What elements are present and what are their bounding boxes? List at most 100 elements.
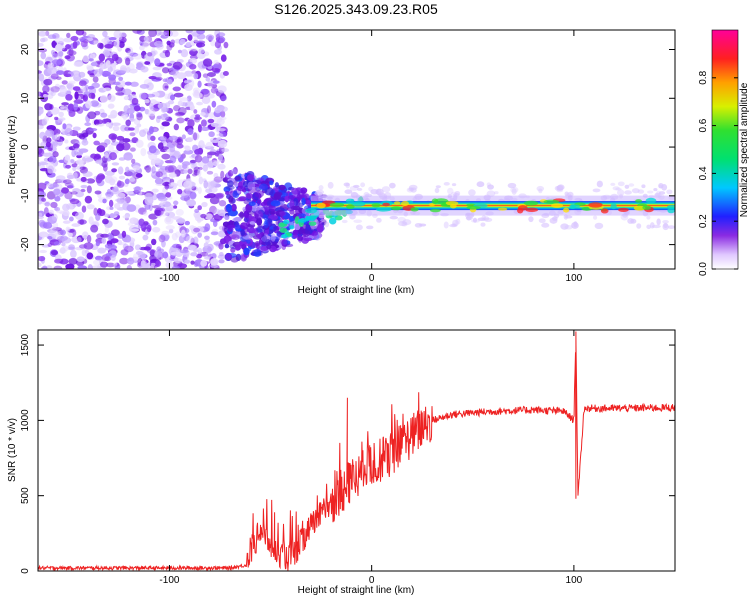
track-blob [329, 202, 345, 208]
track-haze-speckle [356, 187, 363, 191]
noise-speckle [95, 119, 104, 125]
noise-speckle [84, 122, 92, 127]
noise-speckle [219, 251, 224, 257]
track-haze-speckle [398, 221, 407, 227]
track-haze-speckle [327, 181, 334, 189]
noise-speckle [38, 182, 47, 191]
noise-speckle [65, 164, 71, 169]
noise-speckle [205, 188, 213, 194]
noise-speckle [81, 231, 89, 240]
noise-speckle [155, 171, 163, 178]
track-haze-speckle [315, 189, 325, 195]
transition-speckle [253, 248, 262, 258]
noise-speckle [193, 248, 199, 253]
track-haze-speckle [647, 190, 654, 194]
noise-speckle [46, 191, 56, 200]
noise-speckle [217, 128, 226, 132]
track-blob [569, 204, 576, 210]
track-blob [543, 199, 560, 204]
transition-speckle [282, 192, 289, 197]
noise-speckle [98, 142, 108, 149]
y-tick-label: 500 [20, 487, 31, 504]
noise-speckle [184, 259, 191, 264]
noise-speckle [108, 144, 114, 152]
noise-speckle [102, 30, 108, 38]
transition-speckle [269, 180, 274, 186]
noise-speckle [160, 200, 166, 205]
noise-speckle [173, 92, 184, 98]
noise-speckle [217, 85, 227, 93]
noise-speckle [219, 116, 227, 121]
track-haze-speckle [344, 189, 353, 195]
track-haze-speckle [624, 184, 630, 189]
noise-speckle [214, 194, 224, 200]
noise-speckle [59, 86, 68, 95]
noise-speckle [173, 257, 182, 264]
noise-speckle [177, 188, 183, 195]
noise-speckle [206, 105, 212, 114]
noise-speckle [109, 152, 118, 161]
noise-speckle [143, 246, 151, 251]
noise-speckle [58, 111, 64, 118]
noise-speckle [150, 171, 156, 176]
noise-speckle [79, 219, 85, 225]
noise-speckle [217, 163, 226, 170]
track-haze-speckle [538, 218, 546, 224]
noise-speckle [125, 57, 131, 66]
noise-speckle [104, 151, 109, 159]
track-haze-speckle [617, 189, 625, 197]
noise-speckle [61, 242, 66, 247]
noise-speckle [111, 53, 119, 62]
noise-speckle [173, 105, 181, 112]
noise-speckle [159, 210, 169, 217]
track-haze-speckle [443, 181, 450, 186]
noise-speckle [70, 191, 78, 195]
noise-speckle [132, 165, 141, 171]
noise-speckle [148, 145, 157, 154]
noise-speckle [110, 109, 118, 119]
track-blob [563, 207, 570, 213]
noise-speckle [102, 87, 112, 92]
noise-speckle [118, 41, 125, 48]
noise-speckle [102, 198, 107, 204]
x-tick-label: 100 [566, 575, 583, 586]
transition-speckle [234, 176, 241, 181]
noise-speckle [94, 190, 102, 195]
transition-speckle [263, 220, 269, 229]
noise-speckle [54, 133, 61, 141]
noise-speckle [220, 170, 225, 179]
noise-speckle [152, 219, 158, 226]
noise-speckle [47, 235, 53, 240]
track-blob [440, 203, 448, 207]
track-blob [346, 204, 355, 210]
noise-speckle [206, 72, 216, 78]
noise-speckle [77, 265, 88, 269]
colorbar-tick-label: 0.8 [698, 70, 709, 84]
noise-speckle [187, 119, 195, 128]
transition-speckle [233, 216, 242, 222]
noise-speckle [62, 179, 72, 185]
noise-speckle [196, 101, 203, 106]
noise-speckle [104, 175, 113, 184]
noise-speckle [65, 263, 75, 269]
noise-speckle [217, 37, 225, 44]
noise-speckle [192, 132, 198, 141]
transition-speckle [225, 253, 233, 260]
noise-speckle [85, 100, 92, 109]
noise-speckle [194, 208, 200, 214]
noise-speckle [155, 76, 163, 81]
track-haze-speckle [408, 187, 414, 192]
noise-speckle [162, 82, 169, 91]
noise-speckle [88, 216, 94, 225]
noise-speckle [73, 61, 83, 67]
noise-speckle [151, 238, 157, 246]
noise-speckle [47, 62, 54, 69]
noise-speckle [38, 42, 44, 47]
y-tick-label: 10 [20, 92, 31, 104]
noise-speckle [205, 76, 211, 82]
y-tick-label: 1000 [20, 409, 31, 432]
noise-speckle [176, 217, 186, 225]
noise-speckle [47, 165, 54, 174]
noise-speckle [169, 145, 176, 153]
noise-speckle [66, 174, 75, 180]
